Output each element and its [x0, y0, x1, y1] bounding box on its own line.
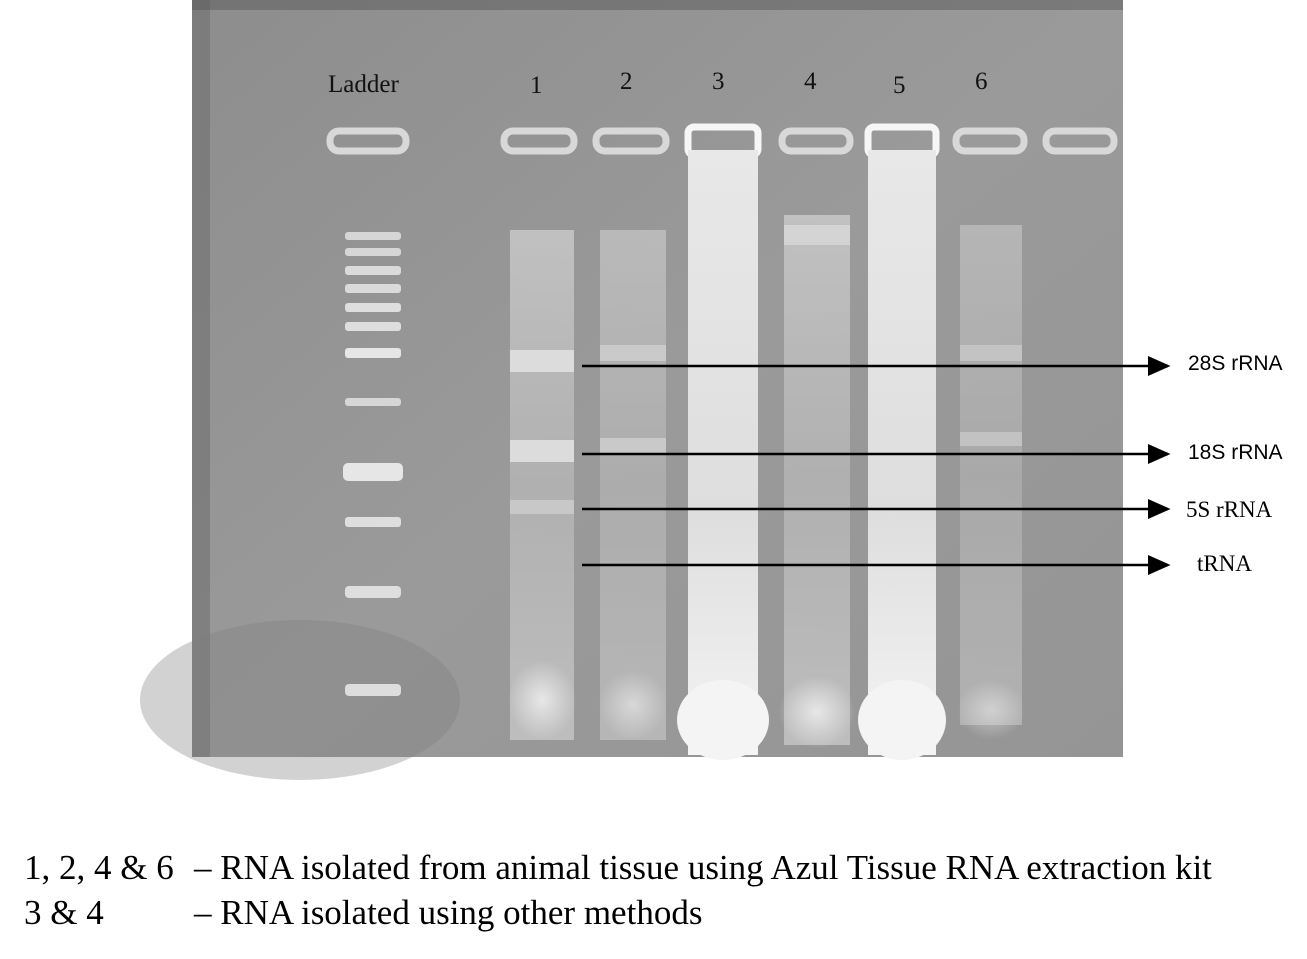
well-empty — [1042, 127, 1118, 155]
well-1 — [500, 127, 578, 155]
legend-text-1: – RNA isolated from animal tissue using … — [194, 848, 1212, 887]
well-4 — [778, 127, 854, 155]
lane-3-smear — [677, 150, 769, 760]
lane-2-smear — [599, 230, 667, 740]
band-label-5s: 5S rRNA — [1186, 497, 1273, 522]
well-6 — [952, 127, 1028, 155]
legend-row-1: 1, 2, 4 & 6 – RNA isolated from animal ti… — [24, 848, 1212, 888]
lane-6-smear — [957, 225, 1025, 740]
lane-label-6: 6 — [975, 68, 988, 95]
ladder-label: Ladder — [328, 71, 399, 98]
lane-4-smear — [779, 215, 855, 748]
band-arrows — [582, 356, 1171, 575]
lane-1-smear — [508, 230, 576, 740]
band-label-trna: tRNA — [1197, 551, 1252, 576]
legend-text-2: – RNA isolated using other methods — [194, 893, 703, 932]
lane-label-4: 4 — [804, 68, 817, 95]
ladder-bands — [343, 232, 403, 696]
well-2 — [592, 127, 670, 155]
band-label-18s: 18S rRNA — [1188, 441, 1283, 464]
legend-key-2: 3 & 4 — [24, 893, 104, 932]
lane-5-smear — [858, 150, 946, 760]
lane-label-2: 2 — [620, 68, 633, 95]
lane-label-1: 1 — [530, 72, 543, 99]
band-label-28s: 28S rRNA — [1188, 352, 1283, 375]
legend-row-2: 3 & 4 – RNA isolated using other methods — [24, 893, 702, 933]
lane-label-3: 3 — [712, 68, 725, 95]
lane-label-5: 5 — [893, 72, 906, 99]
legend-key-1: 1, 2, 4 & 6 — [24, 848, 174, 887]
well-ladder — [326, 127, 410, 155]
